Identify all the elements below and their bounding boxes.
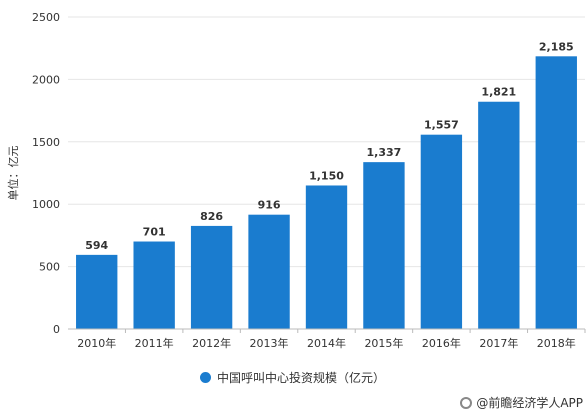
- x-tick-label: 2011年: [135, 336, 174, 350]
- data-label: 1,821: [481, 86, 516, 99]
- data-label: 701: [143, 226, 166, 239]
- bar: [190, 225, 233, 329]
- legend-label: 中国呼叫中心投资规模（亿元）: [217, 370, 386, 385]
- bar: [76, 254, 118, 329]
- data-label: 916: [258, 199, 281, 212]
- data-label: 1,337: [367, 146, 402, 159]
- data-label: 594: [85, 239, 108, 252]
- y-tick-labels: 0 500 1000 1500 2000 2500: [32, 11, 60, 336]
- legend: 中国呼叫中心投资规模（亿元）: [200, 368, 385, 386]
- y-tick-label: 2000: [32, 73, 60, 86]
- brand-icon: [460, 396, 473, 409]
- data-label: 1,150: [309, 169, 344, 182]
- y-tick-label: 1000: [32, 198, 60, 211]
- source-text: @前瞻经济学人APP: [476, 396, 583, 410]
- x-tick-label: 2017年: [479, 336, 518, 350]
- bar: [305, 185, 348, 329]
- legend-marker: [200, 371, 211, 383]
- y-tick-label: 0: [53, 323, 60, 336]
- bar: [478, 101, 520, 329]
- x-tick-label: 2018年: [537, 336, 576, 350]
- data-label: 1,557: [424, 119, 459, 132]
- x-tick-label: 2013年: [250, 336, 289, 350]
- data-label: 2,185: [539, 40, 574, 53]
- x-tick-label: 2012年: [192, 336, 231, 350]
- data-label: 826: [200, 210, 223, 223]
- x-tick-label: 2016年: [422, 336, 461, 350]
- x-tick-label: 2010年: [77, 336, 116, 350]
- bar: [535, 56, 577, 329]
- data-labels: 594 701 826 916 1,150 1,337 1,557 1,821 2,185: [85, 40, 573, 252]
- bar: [420, 134, 463, 329]
- y-axis-label: 单位：亿元: [6, 146, 20, 201]
- bar: [363, 162, 405, 329]
- y-tick-label: 2500: [32, 11, 60, 24]
- x-tick-label: 2014年: [307, 336, 346, 350]
- x-tick-labels: 2010年 2011年 2012年 2013年 2014年 2015年 2016年 2017年…: [77, 329, 586, 350]
- source-credit: @前瞻经济学人APP: [460, 394, 583, 411]
- y-tick-label: 500: [39, 261, 60, 274]
- bar: [248, 214, 290, 329]
- bars: [76, 56, 577, 329]
- x-tick-label: 2015年: [364, 336, 403, 350]
- bar: [133, 241, 175, 329]
- y-tick-label: 1500: [32, 136, 60, 149]
